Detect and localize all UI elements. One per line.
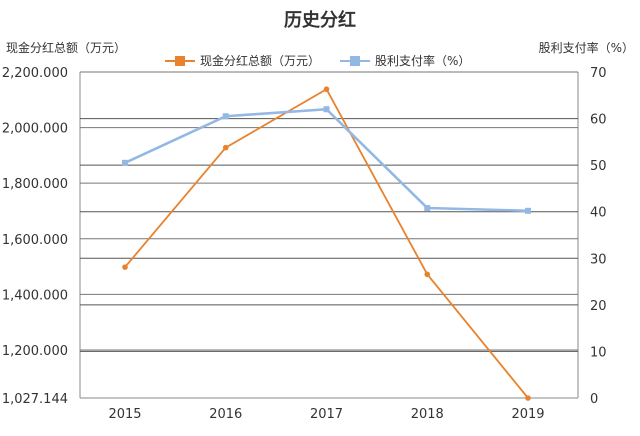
right-axis-title: 股利支付率（%） [539, 40, 634, 55]
cash-dividend-point-2017 [323, 86, 330, 93]
payout-ratio-point-2018 [424, 204, 431, 211]
series-layer [122, 86, 531, 401]
left-axis-ticks: 2,200.000 2,000.000 1,800.000 1,600.000 1,40… [2, 66, 68, 407]
chart-title: 历史分红 [284, 9, 356, 31]
legend-payout-marker [350, 56, 360, 66]
payout-ratio-point-2017 [323, 106, 330, 113]
cash-dividend-point-2016 [222, 144, 229, 151]
right-tick-label-2: 50 [590, 159, 607, 174]
x-tick-label-2017: 2017 [310, 407, 343, 422]
grid [79, 71, 579, 399]
left-tick-label-5: 1,200.000 [2, 344, 68, 359]
left-tick-label-2: 1,800.000 [2, 177, 68, 192]
payout-ratio-point-2016 [222, 113, 229, 120]
x-tick-label-2015: 2015 [108, 407, 141, 422]
x-tick-label-2018: 2018 [411, 407, 444, 422]
payout-ratio-point-2015 [122, 159, 128, 166]
cash-dividend-point-2015 [122, 264, 128, 270]
right-tick-label-6: 10 [590, 345, 607, 360]
right-tick-label-1: 60 [590, 113, 607, 128]
cash-dividend-point-2018 [424, 271, 431, 278]
right-tick-label-0: 70 [590, 66, 607, 81]
x-axis-ticks: 2015 2016 2017 2018 2019 [108, 407, 544, 422]
legend-payout-label: 股利支付率（%） [375, 53, 470, 68]
right-tick-label-7: 0 [590, 392, 598, 407]
right-axis-ticks: 70 60 50 40 30 20 10 0 [590, 66, 607, 407]
x-tick-label-2016: 2016 [209, 407, 242, 422]
left-tick-label-0: 2,200.000 [2, 66, 68, 81]
x-tick-label-2019: 2019 [511, 407, 544, 422]
cash-dividend-point-2019 [525, 395, 531, 401]
right-tick-label-3: 40 [590, 206, 607, 221]
left-tick-label-1: 2,000.000 [2, 122, 68, 137]
left-tick-label-4: 1,400.000 [2, 288, 68, 303]
left-tick-label-3: 1,600.000 [2, 233, 68, 248]
payout-ratio-point-2019 [525, 207, 531, 214]
legend-cash-label: 现金分红总额（万元） [200, 53, 320, 68]
right-tick-label-5: 20 [590, 299, 607, 314]
right-tick-label-4: 30 [590, 252, 607, 267]
legend-cash-marker [175, 56, 185, 66]
left-tick-label-6: 1,027.144 [2, 392, 68, 407]
legend: 现金分红总额（万元） 股利支付率（%） [165, 53, 470, 68]
left-axis-title: 现金分红总额（万元） [6, 40, 126, 55]
